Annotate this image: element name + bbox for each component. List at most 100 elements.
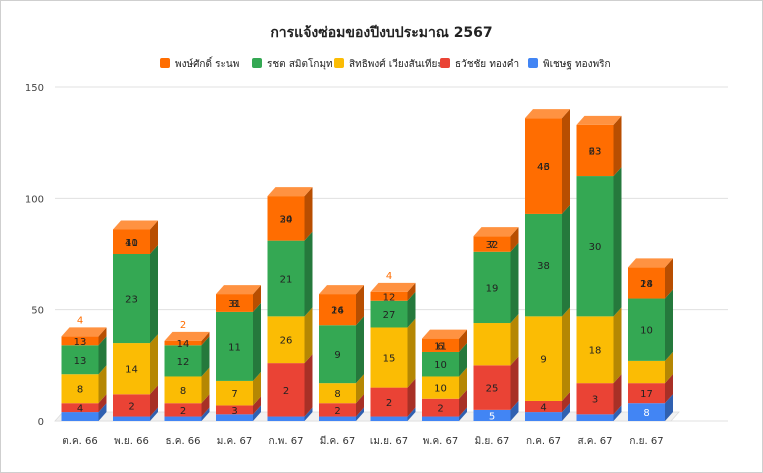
bar-segment-side bbox=[510, 400, 519, 421]
x-tick-label: พ.ค. 67 bbox=[423, 436, 459, 447]
bar-segment-side bbox=[98, 394, 107, 413]
bar-segment bbox=[576, 414, 614, 421]
x-tick-label: ก.ค. 67 bbox=[526, 436, 561, 447]
data-label: 18 bbox=[589, 346, 602, 357]
data-label: 11 bbox=[434, 341, 447, 352]
chart-title: การแจ้งซ่อมของปีงบประมาณ 2567 bbox=[270, 25, 493, 41]
data-label: 23 bbox=[125, 295, 138, 306]
data-label: 2 bbox=[283, 386, 289, 397]
bar-segment-side bbox=[459, 389, 467, 417]
bar-segment bbox=[422, 416, 459, 421]
data-label-top: 11 bbox=[125, 238, 138, 249]
data-label: 34 bbox=[280, 214, 293, 225]
bar-segment-side bbox=[407, 282, 416, 301]
legend-label: รชต สมิตโกมุท bbox=[267, 59, 333, 70]
bar-segment bbox=[628, 267, 665, 299]
bar-segment-side bbox=[459, 407, 467, 421]
bar-segment bbox=[370, 327, 408, 388]
bar-segment-side bbox=[304, 231, 313, 317]
bar-segment-side bbox=[98, 403, 107, 421]
data-label: 3 bbox=[592, 395, 598, 406]
bar-segment bbox=[164, 376, 202, 404]
data-label-top: 2 bbox=[180, 320, 186, 331]
bar-segment-side bbox=[562, 307, 570, 401]
bar-segment bbox=[113, 254, 150, 344]
x-tick-label: มี.ค. 67 bbox=[320, 435, 356, 447]
data-label: 27 bbox=[383, 310, 396, 321]
data-label: 28 bbox=[640, 279, 653, 290]
bar-segment-side bbox=[98, 336, 107, 375]
data-label: 46 bbox=[537, 162, 550, 173]
bar-segment bbox=[267, 416, 305, 421]
bar-segment-side bbox=[201, 407, 210, 421]
bar-top-face bbox=[628, 258, 673, 268]
bar-segment bbox=[216, 294, 253, 312]
bar-segment bbox=[422, 351, 459, 377]
bar-segment bbox=[267, 240, 305, 317]
x-tick-label: เม.ย. 67 bbox=[370, 436, 408, 447]
bar-segment bbox=[422, 398, 459, 417]
bar-segment bbox=[164, 403, 202, 417]
bar-segment bbox=[628, 403, 665, 421]
bar-segment bbox=[422, 338, 459, 352]
bar-top-face bbox=[576, 115, 622, 125]
bar-top-face bbox=[370, 282, 416, 292]
bar-segment bbox=[216, 311, 253, 381]
bar-segment bbox=[422, 376, 459, 399]
data-label-top: 6 bbox=[437, 341, 443, 352]
bar-segment bbox=[473, 409, 511, 421]
y-tick-label: 100 bbox=[25, 194, 44, 205]
bar-segment bbox=[267, 196, 305, 241]
bar-segment-side bbox=[150, 245, 158, 344]
bar-segment-side bbox=[304, 407, 313, 421]
data-label: 3 bbox=[231, 406, 237, 417]
bar-segment-side bbox=[510, 356, 519, 410]
bar-segment bbox=[319, 294, 356, 326]
bar-segment-side bbox=[665, 289, 673, 361]
data-label: 8 bbox=[180, 386, 186, 397]
bar-segment-side bbox=[356, 394, 364, 417]
bar-top-face bbox=[473, 227, 519, 237]
bar-segment bbox=[164, 340, 202, 346]
bar-segment-side bbox=[562, 109, 570, 214]
data-label: 8 bbox=[334, 389, 340, 400]
bar-segment-side bbox=[98, 327, 107, 346]
bar-segment-side bbox=[253, 405, 261, 421]
bar-segment bbox=[113, 394, 150, 417]
data-label: 9 bbox=[540, 355, 546, 366]
bar-segment bbox=[473, 236, 511, 252]
bar-segment-side bbox=[613, 405, 622, 421]
bar-segment bbox=[61, 374, 99, 404]
data-label-top: 23 bbox=[589, 146, 602, 157]
data-label: 2 bbox=[437, 404, 443, 415]
data-label: 8 bbox=[77, 385, 83, 396]
bar-segment bbox=[576, 124, 614, 177]
x-tick-label: ก.พ. 67 bbox=[269, 436, 304, 447]
data-label: 38 bbox=[537, 261, 550, 272]
data-label: 30 bbox=[589, 242, 602, 253]
bar-segment-side bbox=[613, 374, 622, 415]
bar-segment bbox=[113, 416, 150, 421]
bar-segment-side bbox=[510, 242, 519, 324]
bar-top-face bbox=[164, 331, 210, 341]
bar-segment-side bbox=[356, 407, 364, 421]
bar-top-face bbox=[319, 285, 364, 295]
bar-segment-side bbox=[253, 302, 261, 381]
bar-segment bbox=[525, 213, 562, 317]
bar-segment-side bbox=[356, 374, 364, 404]
data-label-top: 43 bbox=[537, 162, 550, 173]
bar-segment-side bbox=[613, 167, 622, 317]
bar-top-face bbox=[267, 187, 313, 197]
bar-segment bbox=[61, 336, 99, 346]
bar-segment-side bbox=[665, 351, 673, 384]
bar-segment-side bbox=[201, 394, 210, 417]
data-label-top: 8 bbox=[231, 299, 237, 310]
bar-segment-side bbox=[562, 403, 570, 421]
data-label: 7 bbox=[231, 389, 237, 400]
bar-segment bbox=[216, 414, 253, 421]
bar-segment bbox=[576, 176, 614, 317]
bar-segment-side bbox=[407, 318, 416, 388]
x-tick-label: ต.ค. 66 bbox=[62, 436, 97, 447]
data-label: 12 bbox=[177, 357, 190, 368]
data-label: 19 bbox=[486, 283, 499, 294]
